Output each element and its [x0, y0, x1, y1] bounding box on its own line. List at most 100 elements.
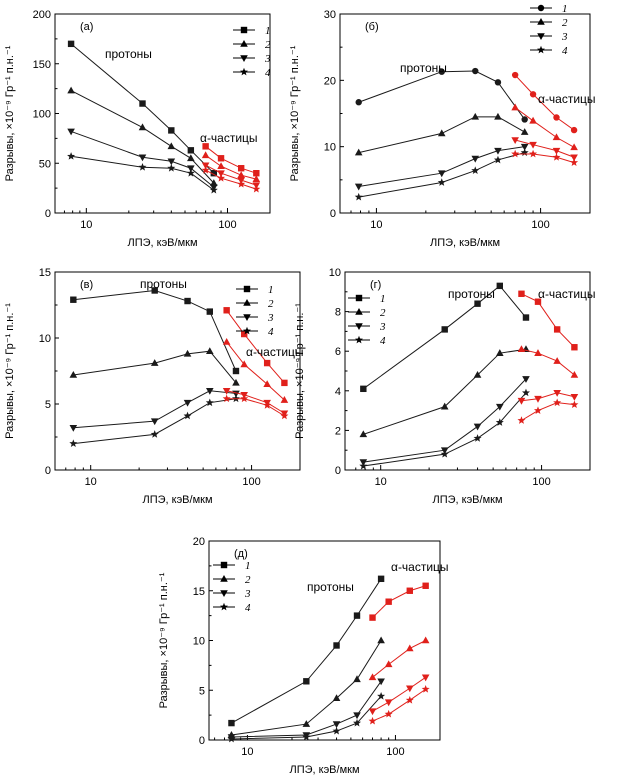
legend-label-1: 1	[245, 560, 251, 572]
x-tick-label: 100	[532, 476, 550, 488]
y-tick-label: 10	[39, 333, 51, 345]
chart-panel-3: 0 5 10 15 10 100 ЛПЭ, кэВ/мкм Разрывы, ×10⁻⁹ Гр…	[4, 267, 304, 506]
protons-series-3-point	[473, 423, 482, 431]
protons-series-4-point	[495, 418, 504, 426]
alpha-series-2-point	[384, 660, 393, 668]
protons-series-2-point	[359, 430, 368, 438]
y-tick-label: 10	[193, 636, 205, 648]
alpha-series-4-point	[552, 153, 561, 161]
protons-series-2-point	[167, 142, 176, 150]
protons-series-4-point	[209, 185, 218, 194]
alpha-series-2-point	[237, 171, 245, 178]
alpha-series-3-point	[553, 389, 561, 397]
x-tick-label: 10	[241, 746, 253, 758]
protons-series-4-point	[67, 152, 76, 160]
alpha-series-4-point	[570, 158, 579, 166]
protons-series-1-point	[521, 116, 528, 123]
alpha-series-2-point	[552, 133, 561, 141]
protons-series-1-point	[168, 127, 175, 134]
protons-series-4-point	[167, 164, 176, 172]
alpha-series-2-line	[372, 640, 426, 678]
x-tick-label: 10	[370, 219, 382, 231]
alpha-series-1-point	[406, 587, 413, 594]
alpha-series-2-point	[529, 116, 537, 124]
protons-series-4-point	[377, 692, 386, 700]
legend-label-4: 4	[265, 67, 271, 79]
alpha-series-4-point	[553, 398, 562, 407]
alpha-series-2-point	[421, 636, 430, 644]
x-tick-label: 10	[375, 476, 387, 488]
y-axis-title: Разрывы, ×10⁻⁹ Гр⁻¹ п.н.⁻¹	[4, 303, 16, 439]
protons-series-3-point	[496, 403, 504, 411]
protons-series-1-point	[210, 170, 218, 177]
alpha-series-4-point	[222, 394, 231, 403]
protons-series-2-point	[471, 112, 480, 120]
chart-panel-5: 0 5 10 15 20 10 100 ЛПЭ, кэВ/мкм Разрывы, ×10⁻⁹ …	[158, 536, 449, 776]
alpha-series-1-point	[217, 155, 225, 162]
alpha-series-4-point	[240, 394, 249, 403]
legend-label-3: 3	[379, 321, 386, 333]
protons-series-2-point	[437, 129, 446, 137]
protons-series-4-point	[150, 430, 159, 438]
legend-label-2: 2	[265, 39, 271, 51]
alpha-series-4-point	[384, 709, 393, 718]
protons-series-4-point	[138, 163, 147, 171]
protons-series-4-point	[521, 388, 530, 397]
legend-marker-2	[355, 308, 363, 315]
alpha-series-3-point	[570, 393, 579, 401]
legend-marker-2	[243, 299, 251, 306]
alpha-series-3-point	[570, 154, 578, 162]
legend-marker-1	[240, 26, 248, 34]
protons-series-4-point	[205, 398, 214, 407]
protons-series-1-point	[360, 385, 367, 393]
legend-label-4: 4	[562, 45, 568, 57]
y-tick-label: 150	[33, 59, 51, 71]
alpha-series-3-line	[515, 139, 575, 158]
protons-series-3-point	[437, 170, 446, 178]
protons-series-1-point	[472, 67, 479, 75]
x-tick-label: 10	[80, 219, 92, 231]
x-tick-label: 100	[242, 476, 260, 488]
protons-series-1-point	[232, 367, 240, 375]
protons-series-4-point	[473, 434, 482, 442]
legend-marker-4	[243, 326, 251, 335]
alpha-series-2-point	[222, 337, 231, 345]
protons-series-1-point	[333, 642, 340, 649]
legend-label-3: 3	[561, 31, 568, 43]
alpha-series-4-point	[533, 406, 542, 414]
protons-series-2-point	[69, 370, 78, 378]
alpha-series-4-point	[570, 400, 579, 409]
y-axis-title: Разрывы, ×10⁻⁹ Гр⁻¹ п.н.⁻¹	[158, 572, 170, 708]
alpha-particles-label: α-частицы	[200, 131, 258, 145]
protons-series-2-point	[150, 359, 159, 366]
protons-label: протоны	[307, 580, 354, 594]
alpha-series-1-point	[571, 344, 578, 351]
x-tick-label: 10	[85, 476, 97, 488]
alpha-series-2-point	[201, 151, 210, 159]
y-tick-label: 0	[335, 465, 341, 477]
protons-series-2-point	[473, 370, 482, 378]
legend-marker-1	[537, 4, 545, 12]
protons-series-2-point	[302, 720, 311, 727]
protons-series-4-point	[437, 178, 446, 186]
alpha-series-4-point	[405, 696, 414, 704]
alpha-series-4-point	[421, 685, 430, 693]
protons-series-4-point	[183, 411, 192, 420]
alpha-series-4-point	[517, 416, 526, 424]
protons-label: протоны	[400, 61, 447, 75]
protons-label: протоны	[105, 47, 152, 61]
x-axis-title: ЛПЭ, кэВ/мкм	[289, 764, 359, 776]
panel-label: (а)	[80, 21, 93, 33]
legend-marker-1	[355, 294, 363, 302]
protons-series-3-point	[67, 128, 75, 136]
protons-series-2-point	[183, 349, 192, 357]
alpha-series-1-point	[385, 598, 392, 605]
x-axis-title: ЛПЭ, кэВ/мкм	[430, 237, 500, 249]
alpha-series-1-point	[223, 307, 230, 314]
alpha-series-1-point	[253, 170, 260, 177]
protons-series-1-point	[184, 297, 191, 305]
alpha-series-3-line	[372, 676, 426, 712]
alpha-series-2-line	[521, 348, 575, 376]
protons-series-3-point	[167, 158, 176, 166]
protons-series-2-point	[232, 378, 240, 386]
